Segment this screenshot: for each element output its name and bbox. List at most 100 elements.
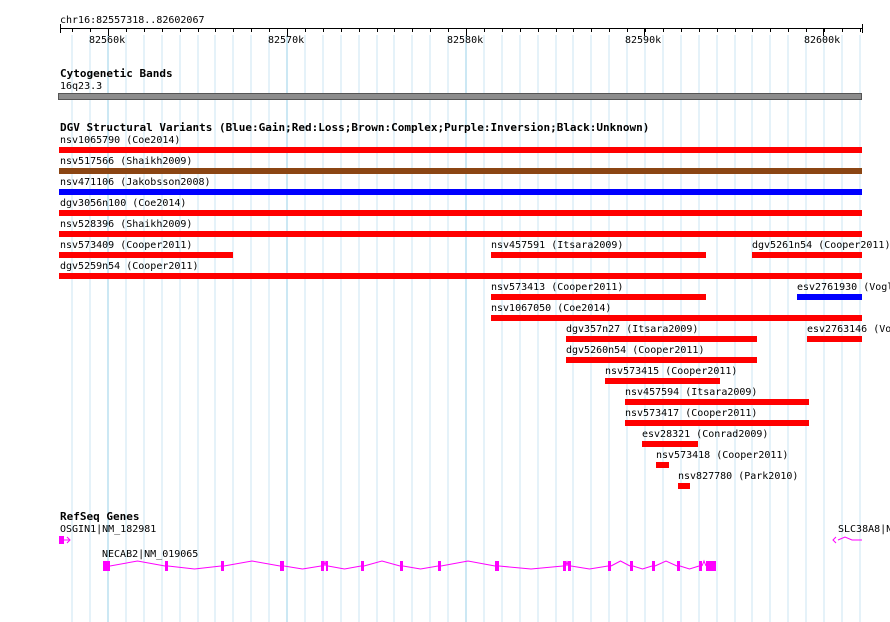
variant-bar-loss[interactable] <box>605 378 720 384</box>
ruler-tick-label: 82590k <box>625 35 662 46</box>
variant-bar-complex[interactable] <box>59 168 862 174</box>
variant-label[interactable]: esv28321 (Conrad2009) <box>642 429 769 440</box>
ruler-minor-tick <box>215 28 216 32</box>
ruler-minor-tick <box>609 28 610 32</box>
ruler-minor-tick <box>824 28 825 32</box>
gene-exon <box>59 536 64 544</box>
gene-exon <box>400 561 403 571</box>
variant-label[interactable]: esv2761930 (Vogl <box>797 282 890 293</box>
ruler-minor-tick <box>180 28 181 32</box>
variant-label[interactable]: dgv5259n54 (Cooper2011) <box>60 261 199 272</box>
coordinate-ruler <box>60 28 863 29</box>
gene-intron <box>498 565 564 570</box>
gene-label-slc38a8[interactable]: SLC38A8|N <box>838 524 890 535</box>
ruler-minor-tick <box>770 28 771 32</box>
variant-label[interactable]: nsv471106 (Jakobsson2008) <box>60 177 211 188</box>
ruler-minor-tick <box>412 28 413 32</box>
variant-bar-loss[interactable] <box>491 252 706 258</box>
ruler-minor-tick <box>627 28 628 32</box>
refseq-track-title[interactable]: RefSeq Genes <box>60 510 140 523</box>
variant-bar-loss[interactable] <box>678 483 690 489</box>
gene-intron <box>223 560 281 567</box>
ruler-minor-tick <box>484 28 485 32</box>
gene-label-necab2[interactable]: NECAB2|NM_019065 <box>102 549 199 560</box>
ruler-end-tick <box>862 24 863 33</box>
ruler-minor-tick <box>90 28 91 32</box>
cytoband-track-title[interactable]: Cytogenetic Bands <box>60 67 173 80</box>
gene-intron <box>679 565 700 570</box>
dgv-track-title[interactable]: DGV Structural Variants (Blue:Gain;Red:L… <box>60 121 650 134</box>
variant-label[interactable]: nsv1065790 (Coe2014) <box>60 135 181 146</box>
ruler-minor-tick <box>699 28 700 32</box>
ruler-minor-tick <box>573 28 574 32</box>
ruler-minor-tick <box>341 28 342 32</box>
cytoband-bar[interactable] <box>58 93 862 100</box>
variant-label[interactable]: nsv528396 (Shaikh2009) <box>60 219 193 230</box>
gene-exon <box>361 561 364 571</box>
ruler-minor-tick <box>430 28 431 32</box>
variant-bar-loss[interactable] <box>59 210 862 216</box>
gene-intron <box>701 559 707 567</box>
variant-bar-loss[interactable] <box>59 252 233 258</box>
ruler-minor-tick <box>860 28 861 32</box>
variant-label[interactable]: dgv3056n100 (Coe2014) <box>60 198 187 209</box>
variant-bar-gain[interactable] <box>59 189 862 195</box>
gene-intron <box>570 565 609 570</box>
gene-exon <box>326 561 328 571</box>
variant-bar-loss[interactable] <box>566 357 757 363</box>
variant-bar-loss[interactable] <box>642 441 698 447</box>
ruler-tick-label: 82570k <box>268 35 305 46</box>
variant-label[interactable]: dgv357n27 (Itsara2009) <box>566 324 699 335</box>
ruler-minor-tick <box>735 28 736 32</box>
variant-label[interactable]: nsv573417 (Cooper2011) <box>625 408 758 419</box>
ruler-minor-tick <box>251 28 252 32</box>
gene-intron <box>323 560 327 567</box>
variant-label[interactable]: nsv517566 (Shaikh2009) <box>60 156 193 167</box>
ruler-minor-tick <box>359 28 360 32</box>
variant-label[interactable]: nsv457591 (Itsara2009) <box>491 240 624 251</box>
variant-bar-loss[interactable] <box>59 147 862 153</box>
variant-label[interactable]: esv2763146 (Vo <box>807 324 890 335</box>
variant-label[interactable]: dgv5260n54 (Cooper2011) <box>566 345 705 356</box>
variant-bar-gain[interactable] <box>797 294 862 300</box>
variant-label[interactable]: nsv573413 (Cooper2011) <box>491 282 624 293</box>
variant-label[interactable]: nsv827780 (Park2010) <box>678 471 799 482</box>
variant-bar-loss[interactable] <box>752 252 862 258</box>
cytoband-label: 16q23.3 <box>60 81 103 92</box>
variant-label[interactable]: nsv1067050 (Coe2014) <box>491 303 612 314</box>
strand-arrow-icon <box>66 536 71 544</box>
gene-intron <box>327 565 362 570</box>
gene-exon <box>103 561 110 571</box>
ruler-minor-tick <box>842 28 843 32</box>
variant-label[interactable]: nsv573415 (Cooper2011) <box>605 366 738 377</box>
variant-label[interactable]: nsv457594 (Itsara2009) <box>625 387 758 398</box>
ruler-minor-tick <box>394 28 395 32</box>
gene-label-osgin1[interactable]: OSGIN1|NM_182981 <box>60 524 157 535</box>
ruler-tick-label: 82600k <box>804 35 841 46</box>
variant-bar-loss[interactable] <box>491 315 862 321</box>
variant-bar-loss[interactable] <box>625 399 809 405</box>
variant-bar-loss[interactable] <box>59 231 862 237</box>
variant-label[interactable]: nsv573418 (Cooper2011) <box>656 450 789 461</box>
variant-label[interactable]: dgv5261n54 (Cooper2011) <box>752 240 890 251</box>
ruler-minor-tick <box>591 28 592 32</box>
variant-bar-loss[interactable] <box>656 462 669 468</box>
variant-bar-loss[interactable] <box>566 336 757 342</box>
variant-bar-loss[interactable] <box>59 273 862 279</box>
gene-intron <box>363 560 401 567</box>
ruler-major-tick <box>287 28 288 36</box>
ruler-minor-tick <box>538 28 539 32</box>
gene-intron <box>610 560 631 567</box>
variant-bar-loss[interactable] <box>625 420 809 426</box>
ruler-minor-tick <box>788 28 789 32</box>
gene-exon <box>699 561 702 571</box>
variant-bar-loss[interactable] <box>807 336 862 342</box>
ruler-minor-tick <box>520 28 521 32</box>
variant-bar-loss[interactable] <box>491 294 706 300</box>
ruler-minor-tick <box>144 28 145 32</box>
ruler-minor-tick <box>323 28 324 32</box>
ruler-minor-tick <box>717 28 718 32</box>
gene-exon <box>630 561 633 571</box>
gene-exon <box>165 561 168 571</box>
variant-label[interactable]: nsv573409 (Cooper2011) <box>60 240 193 251</box>
